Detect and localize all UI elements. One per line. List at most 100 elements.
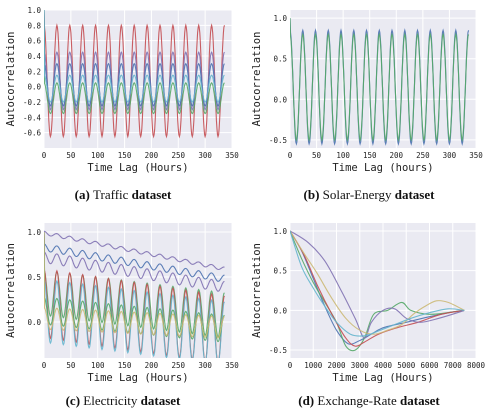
y-tick-label: -0.5 (269, 346, 287, 355)
panel-caption: (b) Solar-Energy dataset (304, 187, 436, 202)
y-tick-label: 0.0 (27, 83, 41, 92)
x-tick-label: 100 (336, 151, 350, 160)
series-line-5 (290, 230, 465, 335)
x-tick-label: 50 (66, 361, 76, 370)
x-tick-label: 100 (91, 361, 105, 370)
panel-c: 0 50 100 150 200 250 300 350 0.0 0.5 1.0 Time Lag (… (5, 223, 239, 408)
series-group (44, 10, 226, 139)
x-tick-label: 300 (198, 151, 212, 160)
series-line-8 (44, 231, 225, 339)
caption-suffix: dataset (395, 187, 435, 202)
x-tick-label: 5000 (397, 361, 416, 370)
y-tick-label: 0.0 (273, 95, 287, 104)
x-tick-label: 350 (225, 151, 239, 160)
x-tick-label: 200 (390, 151, 404, 160)
series-line-1 (44, 230, 225, 271)
x-tick-label: 200 (145, 361, 159, 370)
x-axis-label: Time Lag (Hours) (87, 372, 188, 384)
x-tick-label: 300 (443, 151, 457, 160)
y-tick-label: 1.0 (273, 14, 287, 23)
x-tick-label: 100 (91, 151, 105, 160)
caption-name: Traffic (93, 187, 132, 202)
x-tick-label: 350 (225, 361, 239, 370)
caption-name: Electricity (83, 393, 140, 408)
x-tick-label: 50 (66, 151, 76, 160)
x-tick-label: 0 (288, 151, 293, 160)
x-tick-label: 150 (363, 151, 377, 160)
series-line-2 (290, 18, 470, 142)
x-tick-label: 250 (172, 151, 186, 160)
x-tick-label: 0 (42, 361, 47, 370)
caption-suffix: dataset (132, 187, 172, 202)
x-tick-label: 300 (198, 361, 212, 370)
caption-name: Exchange-Rate (317, 393, 400, 408)
x-tick-label: 4000 (374, 361, 393, 370)
x-tick-label: 8000 (467, 361, 486, 370)
y-tick-label: 0.8 (27, 21, 41, 30)
x-tick-label: 350 (469, 151, 483, 160)
x-axis-label: Time Lag (hours) (332, 162, 433, 174)
y-tick-label: 0.2 (27, 67, 41, 76)
x-axis-label: Time Lag (Hours) (87, 162, 188, 174)
y-axis-label: Autocorrelation (5, 32, 17, 127)
x-tick-label: 150 (118, 151, 132, 160)
x-tick-label: 7000 (444, 361, 463, 370)
caption-label: (c) (66, 393, 84, 408)
y-tick-label: 1.0 (27, 228, 41, 237)
x-tick-label: 150 (118, 361, 132, 370)
series-line-6 (290, 230, 465, 337)
panel-a: 0 50 100 150 200 250 300 350 -0.6 -0.4 -0.2 0.0 0.2 0… (5, 6, 239, 202)
series-line-4 (290, 230, 465, 339)
y-tick-label: -0.6 (23, 129, 42, 138)
series-line-5 (44, 10, 225, 103)
y-tick-label: 0.5 (27, 273, 41, 282)
y-tick-label: 0.0 (273, 306, 287, 315)
series-group (290, 230, 465, 352)
series-line-3 (290, 230, 465, 347)
y-axis-label: Autocorrelation (251, 32, 263, 127)
series-line-3 (44, 231, 225, 292)
y-tick-label: -0.4 (23, 113, 42, 122)
x-tick-label: 3000 (351, 361, 370, 370)
series-line-4 (44, 10, 225, 115)
y-tick-label: 0.0 (27, 318, 41, 327)
x-tick-label: 250 (172, 361, 186, 370)
y-tick-label: -0.5 (269, 136, 287, 145)
y-tick-label: 0.5 (273, 55, 287, 64)
caption-name: Solar-Energy (323, 187, 395, 202)
caption-suffix: dataset (141, 393, 181, 408)
panel-caption: (a) Traffic dataset (75, 187, 172, 202)
y-tick-label: 0.6 (27, 37, 41, 46)
x-axis-label: Time Lag (Hours) (332, 372, 433, 384)
series-line-2 (44, 231, 225, 282)
caption-label: (a) (75, 187, 93, 202)
x-tick-label: 6000 (420, 361, 439, 370)
series-group (44, 230, 225, 358)
caption-label: (b) (304, 187, 323, 202)
y-tick-label: -0.2 (23, 98, 41, 107)
x-tick-label: 2000 (327, 361, 346, 370)
panel-d: 0 1000 2000 3000 4000 5000 6000 7000 8000 -0.5 0.0… (251, 223, 486, 408)
x-tick-label: 1000 (304, 361, 323, 370)
x-tick-label: 200 (145, 151, 159, 160)
y-tick-label: 0.5 (273, 267, 287, 276)
y-axis-label: Autocorrelation (5, 243, 17, 338)
panel-caption: (c) Electricity dataset (66, 393, 181, 408)
series-line-6 (44, 231, 225, 358)
x-tick-label: 250 (416, 151, 430, 160)
caption-suffix: dataset (400, 393, 440, 408)
panel-caption: (d) Exchange-Rate dataset (298, 393, 440, 408)
y-tick-label: 0.4 (27, 52, 41, 61)
x-tick-label: 50 (312, 151, 322, 160)
series-group (290, 18, 470, 147)
panel-b: 0 50 100 150 200 250 300 350 -0.5 0.0 0.5 1.0 Time L… (251, 10, 483, 202)
caption-label: (d) (298, 393, 317, 408)
x-tick-label: 0 (288, 361, 293, 370)
series-line-1 (290, 230, 465, 345)
y-tick-label: 1.0 (273, 227, 287, 236)
y-tick-label: 1.0 (27, 6, 41, 15)
y-axis-label: Autocorrelation (251, 243, 263, 338)
x-tick-label: 0 (42, 151, 47, 160)
plot-area (290, 10, 476, 148)
